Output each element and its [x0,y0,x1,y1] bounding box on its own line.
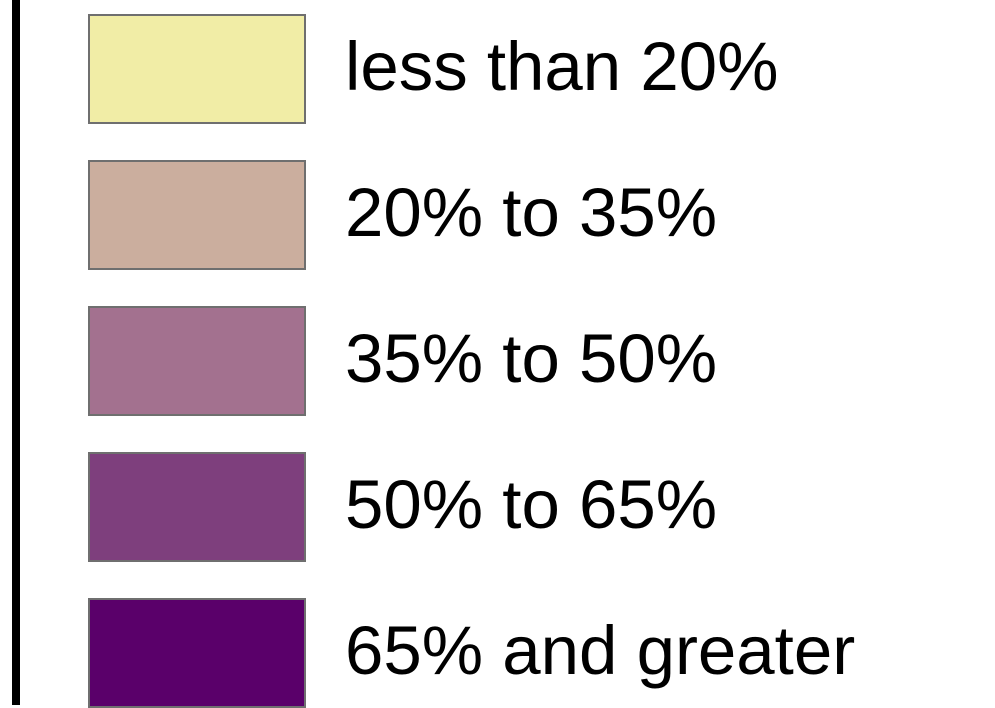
legend-label: 35% to 50% [345,320,718,397]
legend-swatch [88,14,306,124]
legend-label: 20% to 35% [345,174,718,251]
legend-swatch [88,452,306,562]
legend-item-less-than-20: less than 20% [88,14,968,124]
legend-item-50-to-65: 50% to 65% [88,452,968,562]
legend-item-35-to-50: 35% to 50% [88,306,968,416]
legend-swatch [88,598,306,708]
legend-label: less than 20% [345,28,779,105]
legend-label: 50% to 65% [345,466,718,543]
legend-swatch [88,160,306,270]
legend-item-20-to-35: 20% to 35% [88,160,968,270]
legend-item-65-and-greater: 65% and greater [88,598,968,708]
legend-swatch [88,306,306,416]
left-border-line [12,0,20,705]
legend-label: 65% and greater [345,612,856,689]
